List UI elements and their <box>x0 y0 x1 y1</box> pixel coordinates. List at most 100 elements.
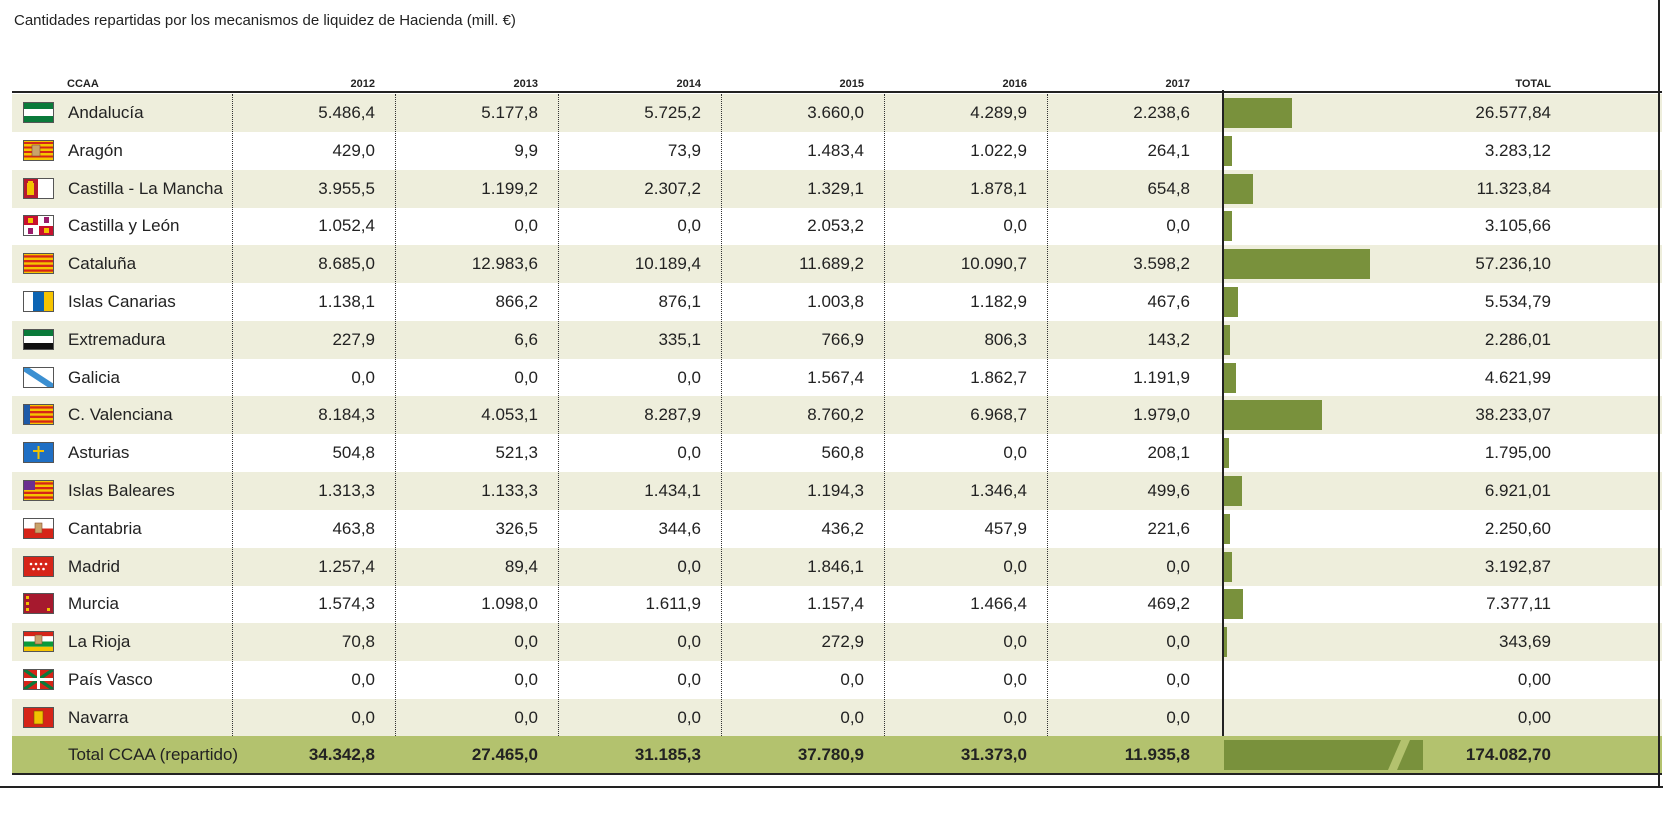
region-name: Extremadura <box>68 329 166 349</box>
table-row: Navarra 0,0 0,0 0,0 0,0 0,0 0,0 0,00 <box>12 698 1662 737</box>
value-cell-2013: 0,0 <box>514 367 538 387</box>
table-row: Cataluña 8.685,0 12.983,6 10.189,4 11.689,2 1… <box>12 245 1662 284</box>
table-row: Aragón 429,0 9,9 73,9 1.483,4 1.022,9 264,1 3.2… <box>12 132 1662 170</box>
value-cell-2014: 0,0 <box>677 443 701 463</box>
value-cell-2015: 436,2 <box>821 518 864 538</box>
value-cell-2017: 221,6 <box>1147 518 1190 538</box>
frame-bottom-line <box>0 786 1663 788</box>
column-header-2015: 2015 <box>839 78 864 90</box>
value-cell-2017: 264,1 <box>1147 140 1190 160</box>
value-cell-2014: 0,0 <box>677 707 701 727</box>
column-header-2014: 2014 <box>676 78 701 90</box>
value-cell-2017: 3.598,2 <box>1133 254 1190 274</box>
andalucia-flag <box>23 102 54 123</box>
value-cell-2015: 1.846,1 <box>807 556 864 576</box>
value-cell-2017: 0,0 <box>1166 670 1190 689</box>
total-bar <box>1224 627 1227 658</box>
value-cell-2013: 0,0 <box>514 632 538 652</box>
value-cell-2015: 0,0 <box>840 707 864 727</box>
header-rule <box>12 91 1662 93</box>
value-cell-2017: 0,0 <box>1166 632 1190 652</box>
value-cell-2012: 70,8 <box>341 632 375 652</box>
column-header-2017: 2017 <box>1165 78 1190 90</box>
total-bar <box>1224 589 1243 620</box>
murcia-flag <box>23 593 54 615</box>
baleares-flag <box>23 480 54 501</box>
column-divider <box>395 94 396 772</box>
value-cell-2014: 73,9 <box>667 140 701 160</box>
aragon-flag <box>23 139 54 161</box>
total-bar <box>1224 98 1292 128</box>
region-name: Castilla y León <box>68 216 180 236</box>
value-cell-2016: 806,3 <box>984 329 1027 349</box>
region-name: Asturias <box>68 443 130 463</box>
total-cell: 1.795,00 <box>1484 443 1551 463</box>
value-cell-2015: 1.567,4 <box>807 367 864 387</box>
value-cell-2012: 1.574,3 <box>318 594 375 614</box>
value-cell-2015: 766,9 <box>821 329 864 349</box>
frame-right-line <box>1658 0 1660 788</box>
value-cell-2016: 0,0 <box>1003 556 1027 576</box>
total-value-cell-2014: 31.185,3 <box>634 745 701 764</box>
total-cell: 26.577,84 <box>1475 103 1551 122</box>
value-cell-2012: 1.052,4 <box>318 216 375 236</box>
grand-total-cell: 174.082,70 <box>1465 745 1551 764</box>
region-name: C. Valenciana <box>68 405 173 425</box>
total-cell: 38.233,07 <box>1475 405 1551 425</box>
total-value-cell-2017: 11.935,8 <box>1124 745 1190 764</box>
cataluna-flag <box>23 253 54 275</box>
value-cell-2013: 9,9 <box>514 140 538 160</box>
value-cell-2015: 11.689,2 <box>799 254 864 274</box>
column-divider <box>558 94 559 772</box>
region-name: Madrid <box>68 556 120 576</box>
value-cell-2012: 0,0 <box>351 670 375 689</box>
total-cell: 3.105,66 <box>1484 216 1551 236</box>
table-bottom-rule <box>12 773 1662 775</box>
value-cell-2016: 0,0 <box>1003 632 1027 652</box>
value-cell-2013: 0,0 <box>514 216 538 236</box>
total-cell: 7.377,11 <box>1486 594 1551 614</box>
value-cell-2012: 429,0 <box>332 140 375 160</box>
table-row: Extremadura 227,9 6,6 335,1 766,9 806,3 143,2 2… <box>12 320 1662 359</box>
table-row: Galicia 0,0 0,0 0,0 1.567,4 1.862,7 1.191,9 4.6… <box>12 359 1662 397</box>
total-value-cell-2015: 37.780,9 <box>797 745 864 764</box>
chart-title: Cantidades repartidas por los mecanismos… <box>14 12 516 29</box>
value-cell-2016: 457,9 <box>984 518 1027 538</box>
region-name: Cantabria <box>68 518 142 538</box>
value-cell-2012: 5.486,4 <box>318 103 375 122</box>
value-cell-2012: 504,8 <box>332 443 375 463</box>
value-cell-2016: 1.182,9 <box>970 292 1027 311</box>
column-header-2013: 2013 <box>513 78 538 90</box>
value-cell-2017: 467,6 <box>1147 292 1190 311</box>
value-cell-2013: 5.177,8 <box>481 103 538 122</box>
value-cell-2015: 3.660,0 <box>807 103 864 122</box>
value-cell-2014: 2.307,2 <box>644 178 701 198</box>
value-cell-2012: 227,9 <box>332 329 375 349</box>
value-cell-2017: 208,1 <box>1147 443 1190 463</box>
table-row: La Rioja 70,8 0,0 0,0 272,9 0,0 0,0 343,69 <box>12 623 1662 662</box>
value-cell-2017: 2.238,6 <box>1133 103 1190 122</box>
region-name: País Vasco <box>68 670 153 689</box>
value-cell-2013: 12.983,6 <box>471 254 538 274</box>
region-name: Cataluña <box>68 254 137 274</box>
total-value-cell-2012: 34.342,8 <box>308 745 375 764</box>
column-divider <box>1047 94 1048 772</box>
value-cell-2012: 463,8 <box>332 518 375 538</box>
value-cell-2014: 0,0 <box>677 367 701 387</box>
value-cell-2012: 0,0 <box>351 707 375 727</box>
table-row: Castilla y León 1.052,4 0,0 0,0 2.053,2 0,0 0,… <box>12 207 1662 245</box>
value-cell-2013: 4.053,1 <box>481 405 538 425</box>
column-header-2016: 2016 <box>1002 78 1027 90</box>
value-cell-2014: 876,1 <box>658 292 701 311</box>
total-cell: 3.283,12 <box>1484 140 1551 160</box>
table-row: País Vasco 0,0 0,0 0,0 0,0 0,0 0,0 0,00 <box>12 661 1662 699</box>
value-cell-2017: 499,6 <box>1147 481 1190 500</box>
value-cell-2014: 0,0 <box>677 632 701 652</box>
value-cell-2017: 0,0 <box>1166 216 1190 236</box>
total-bar <box>1224 476 1242 506</box>
value-cell-2015: 1.157,4 <box>807 594 864 614</box>
total-bar <box>1224 135 1233 166</box>
canarias-flag <box>23 291 54 312</box>
value-cell-2013: 521,3 <box>495 443 538 463</box>
value-cell-2017: 0,0 <box>1166 556 1190 576</box>
